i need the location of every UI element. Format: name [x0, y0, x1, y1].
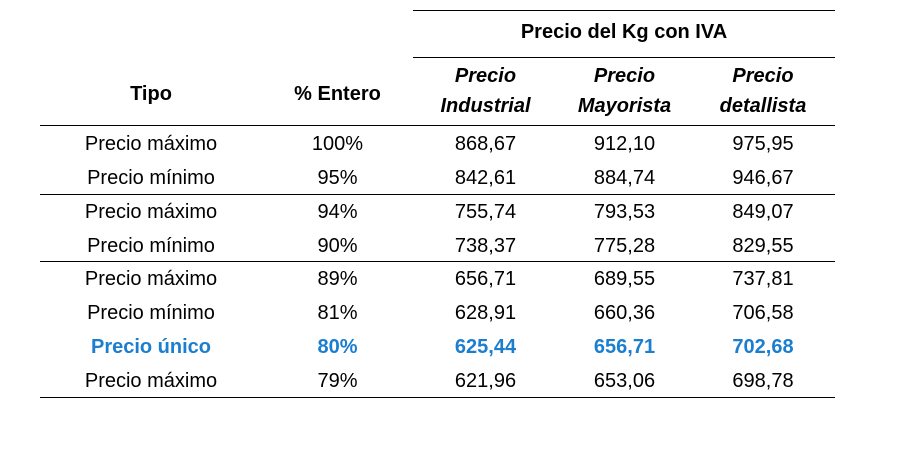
cell-tipo: Precio mínimo — [87, 167, 215, 189]
cell-entero: 81% — [317, 302, 358, 324]
cell-mayorista: 656,71 — [593, 336, 656, 358]
cell-detallista: 737,81 — [732, 268, 794, 290]
cell-mayorista: 660,36 — [593, 302, 656, 324]
cell-tipo: Precio máximo — [84, 370, 218, 392]
table-row: Precio máximo 100% 868,67 912,10 975,95 — [40, 127, 835, 161]
cell-mayorista: 793,53 — [593, 200, 656, 223]
cell-tipo: Precio mínimo — [87, 302, 215, 324]
cell-detallista: 706,58 — [732, 302, 794, 324]
group-top-border — [413, 10, 835, 11]
cell-entero: 89% — [317, 268, 358, 290]
cell-detallista: 975,95 — [732, 133, 794, 155]
table-row: Precio mínimo 90% 738,37 775,28 829,55 — [40, 229, 835, 262]
cell-tipo: Precio mínimo — [87, 234, 215, 257]
col-header-mayorista-line2: Mayorista — [577, 95, 672, 117]
cell-industrial: 621,96 — [454, 370, 517, 392]
cell-entero: 80% — [317, 336, 358, 358]
col-header-tipo: Tipo — [130, 83, 172, 105]
col-header-industrial-line2: Industrial — [440, 95, 531, 117]
cell-industrial: 656,71 — [454, 268, 517, 290]
cell-tipo: Precio único — [90, 336, 212, 358]
cell-mayorista: 775,28 — [593, 234, 656, 257]
cell-industrial: 628,91 — [454, 302, 517, 324]
cell-detallista: 946,67 — [732, 167, 794, 189]
cell-industrial: 738,37 — [454, 234, 517, 257]
table-row-highlighted: Precio único 80% 625,44 656,71 702,68 — [40, 330, 835, 364]
cell-tipo: Precio máximo — [84, 268, 218, 290]
table-row: Precio mínimo 81% 628,91 660,36 706,58 — [40, 296, 835, 330]
cell-industrial: 842,61 — [454, 167, 517, 189]
cell-detallista: 698,78 — [732, 370, 794, 392]
table-row: Precio máximo 94% 755,74 793,53 849,07 — [40, 195, 835, 229]
col-header-detallista-line1: Precio — [732, 65, 794, 87]
cell-mayorista: 653,06 — [593, 370, 656, 392]
cell-industrial: 625,44 — [454, 336, 517, 358]
cell-detallista: 829,55 — [732, 234, 794, 257]
cell-mayorista: 912,10 — [593, 133, 656, 155]
header-bottom-border — [40, 125, 835, 126]
cell-detallista: 702,68 — [732, 336, 794, 358]
col-header-entero: % Entero — [294, 83, 381, 105]
cell-industrial: 755,74 — [454, 200, 517, 223]
table-body: Precio máximo 100% 868,67 912,10 975,95 … — [40, 127, 835, 398]
cell-entero: 79% — [317, 370, 358, 392]
cell-entero: 95% — [317, 167, 358, 189]
cell-mayorista: 689,55 — [593, 268, 656, 290]
col-header-mayorista-line1: Precio — [593, 65, 656, 87]
col-header-industrial-line1: Precio — [454, 65, 517, 87]
cell-entero: 94% — [317, 200, 358, 223]
cell-detallista: 849,07 — [732, 200, 794, 223]
cell-tipo: Precio máximo — [84, 200, 218, 223]
col-header-industrial: Precio Industrial — [413, 61, 558, 121]
cell-entero: 100% — [311, 133, 364, 155]
table-row: Precio mínimo 95% 842,61 884,74 946,67 — [40, 161, 835, 195]
cell-mayorista: 884,74 — [593, 167, 656, 189]
group-header: Precio del Kg con IVA — [520, 21, 728, 43]
table-row: Precio máximo 79% 621,96 653,06 698,78 — [40, 364, 835, 398]
col-header-detallista: Precio detallista — [691, 61, 835, 121]
col-header-mayorista: Precio Mayorista — [558, 61, 691, 121]
group-underline — [413, 57, 835, 58]
cell-industrial: 868,67 — [454, 133, 517, 155]
table-row: Precio máximo 89% 656,71 689,55 737,81 — [40, 262, 835, 296]
cell-entero: 90% — [317, 234, 358, 257]
col-header-detallista-line2: detallista — [719, 95, 807, 117]
cell-tipo: Precio máximo — [84, 133, 218, 155]
